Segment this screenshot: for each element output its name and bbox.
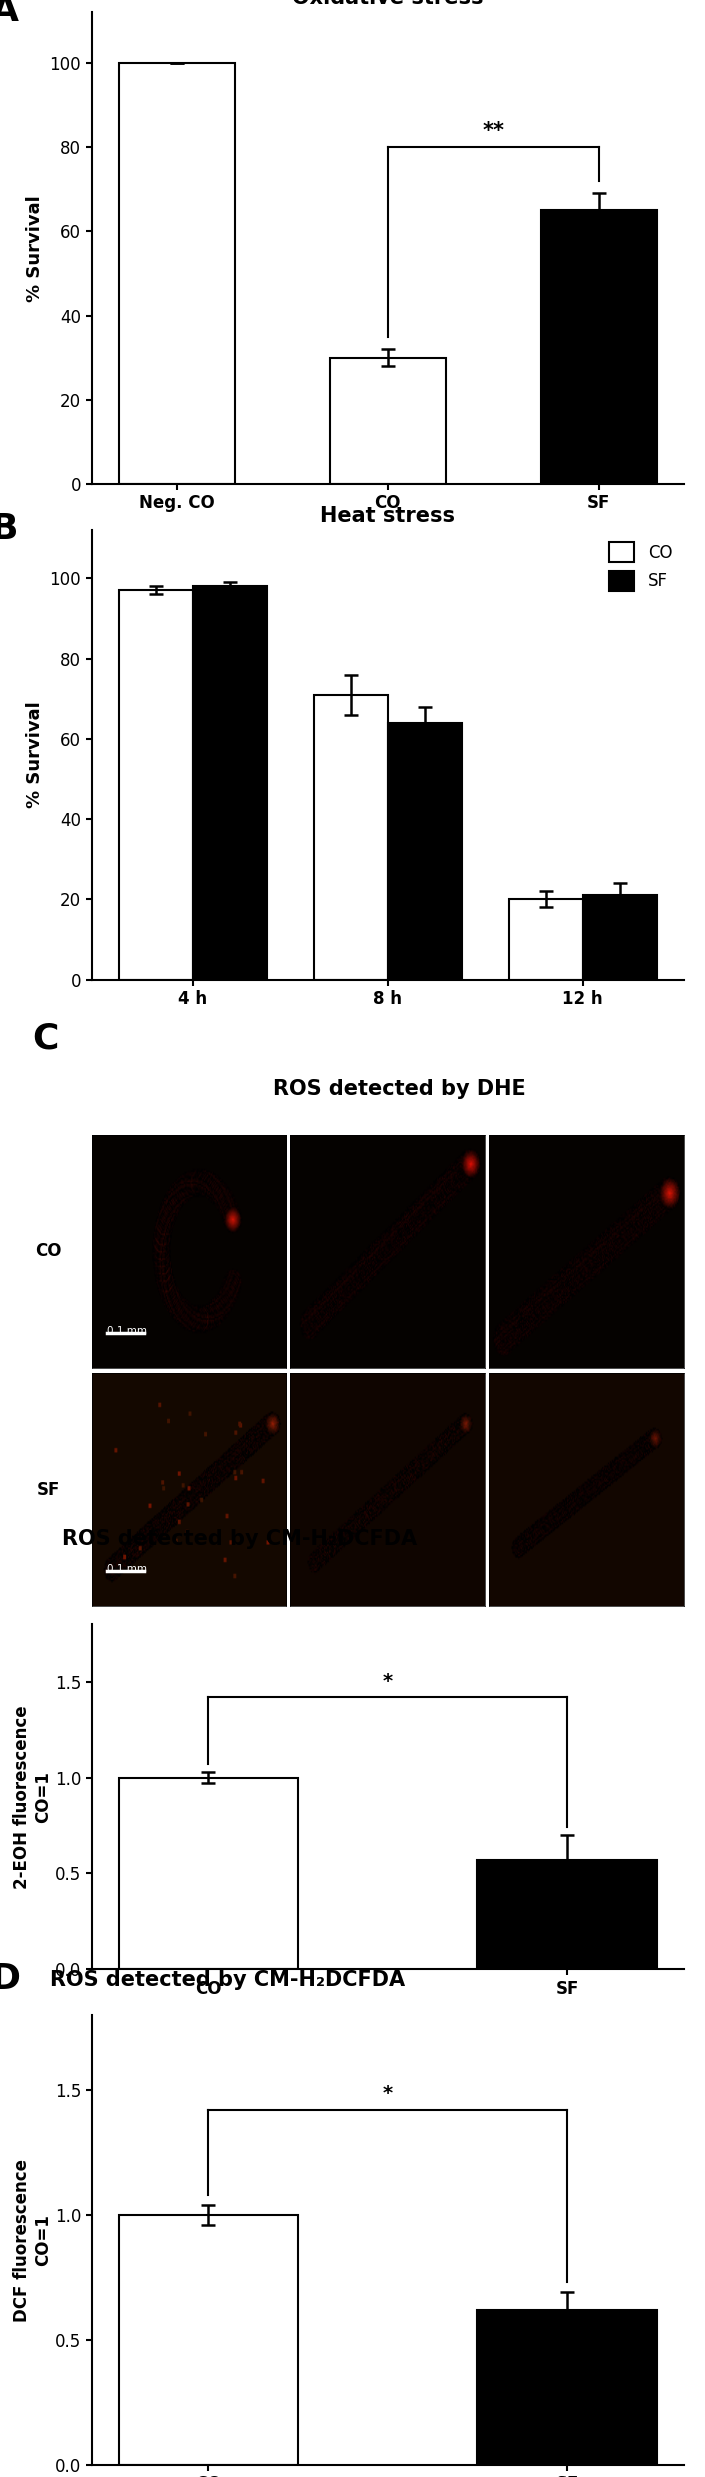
Text: Juglone: Juglone xyxy=(455,550,531,567)
Text: B: B xyxy=(0,513,18,547)
Bar xyxy=(388,723,462,978)
Text: CO: CO xyxy=(35,1243,62,1261)
Bar xyxy=(541,211,657,483)
Text: *: * xyxy=(383,1672,393,1692)
Bar xyxy=(118,1778,298,1969)
Y-axis label: 2-EOH fluorescence
CO=1: 2-EOH fluorescence CO=1 xyxy=(13,1704,52,1887)
Y-axis label: % Survival: % Survival xyxy=(26,196,44,302)
Text: ROS detected by CM-H₂DCFDA: ROS detected by CM-H₂DCFDA xyxy=(50,1972,405,1992)
Text: ROS detected by CM-H₂DCFDA: ROS detected by CM-H₂DCFDA xyxy=(62,1528,417,1551)
Text: 0.1 mm: 0.1 mm xyxy=(107,1325,147,1335)
Text: SF: SF xyxy=(37,1481,61,1499)
Text: D: D xyxy=(0,1962,21,1996)
Bar xyxy=(118,590,192,978)
Bar xyxy=(583,894,657,978)
Text: *: * xyxy=(383,2083,393,2103)
Bar xyxy=(509,899,583,978)
Y-axis label: % Survival: % Survival xyxy=(26,701,44,808)
Bar xyxy=(314,694,388,978)
Bar xyxy=(118,2214,298,2465)
Bar xyxy=(192,587,266,978)
Bar xyxy=(330,357,446,483)
Text: 0.1 mm: 0.1 mm xyxy=(107,1565,147,1575)
Title: Oxidative stress: Oxidative stress xyxy=(292,0,484,7)
Bar xyxy=(477,2311,657,2465)
Text: C: C xyxy=(32,1021,59,1055)
Text: ROS detected by DHE: ROS detected by DHE xyxy=(274,1080,526,1100)
Y-axis label: DCF fluorescence
CO=1: DCF fluorescence CO=1 xyxy=(13,2157,52,2321)
Title: Heat stress: Heat stress xyxy=(320,505,455,525)
Bar xyxy=(118,62,235,483)
Text: **: ** xyxy=(482,121,504,141)
Legend: CO, SF: CO, SF xyxy=(606,538,675,594)
Bar xyxy=(477,1860,657,1969)
Text: A: A xyxy=(0,0,19,27)
